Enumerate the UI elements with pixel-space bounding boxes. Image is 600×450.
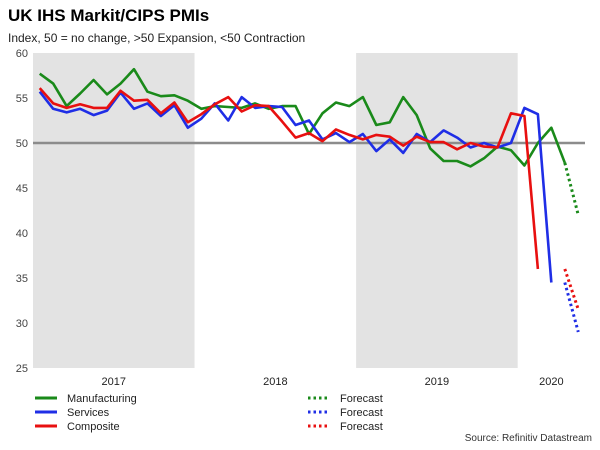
y-tick-label: 50	[16, 138, 28, 150]
y-tick-label: 35	[16, 273, 28, 285]
year-label-2017: 2017	[102, 376, 126, 388]
y-tick-label: 25	[16, 363, 28, 375]
y-tick-label: 55	[16, 93, 28, 105]
series-line-manufacturing	[38, 67, 567, 168]
y-tick-label: 30	[16, 318, 28, 330]
legend-label-solid-2: Composite	[67, 421, 120, 433]
chart-subtitle: Index, 50 = no change, >50 Expansion, <5…	[8, 31, 306, 45]
series-line-forecast-3	[563, 162, 580, 216]
y-tick-label: 40	[16, 228, 28, 240]
legend-label-dotted-2: Forecast	[340, 421, 383, 433]
year-band-2019	[356, 53, 518, 368]
legend-label-solid-0: Manufacturing	[67, 393, 137, 405]
series-line-composite	[38, 87, 540, 270]
y-tick-label: 60	[16, 48, 28, 60]
legend-label-dotted-1: Forecast	[340, 407, 383, 419]
year-label-2020: 2020	[539, 376, 563, 388]
year-label-2018: 2018	[263, 376, 287, 388]
chart-title: UK IHS Markit/CIPS PMIs	[8, 6, 210, 25]
source-note: Source: Refinitiv Datastream	[464, 433, 592, 444]
series-line-forecast-5	[563, 268, 580, 310]
y-tick-label: 45	[16, 183, 28, 195]
legend-label-solid-1: Services	[67, 407, 110, 419]
legend-label-dotted-0: Forecast	[340, 393, 383, 405]
year-label-2019: 2019	[425, 376, 449, 388]
